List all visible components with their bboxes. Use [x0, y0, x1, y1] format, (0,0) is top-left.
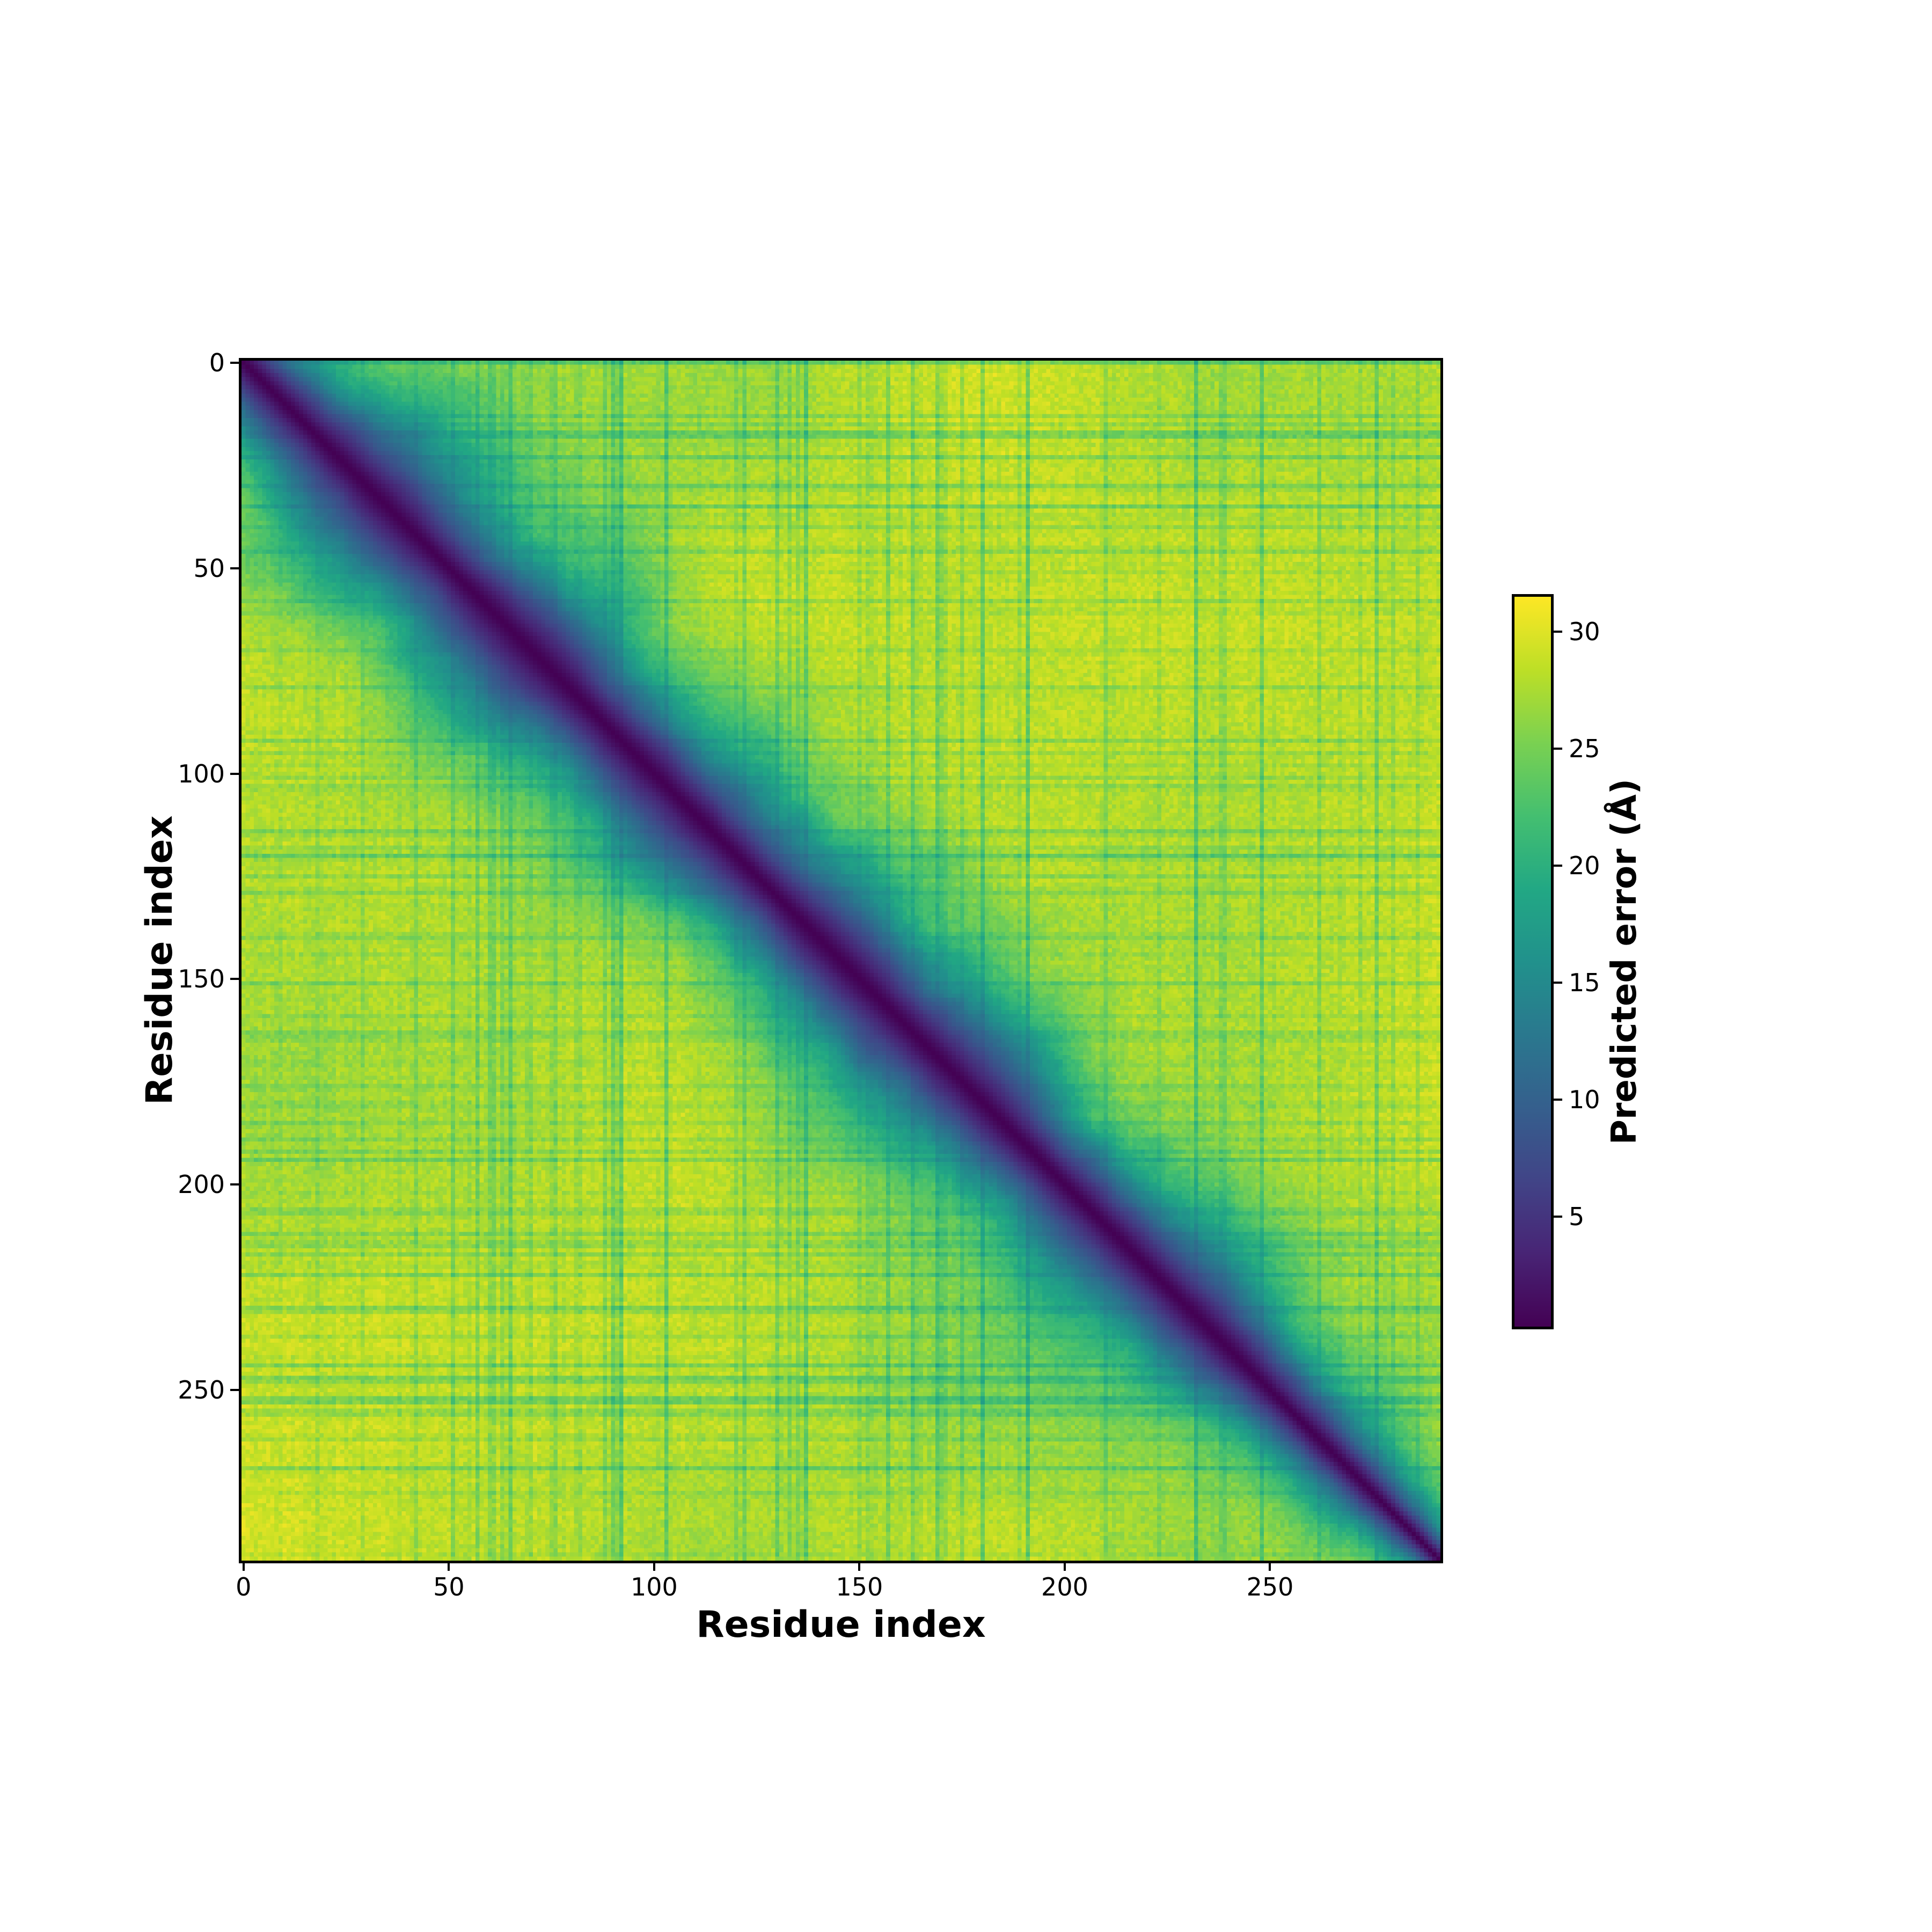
- colorbar-tick-label: 30: [1569, 617, 1600, 647]
- colorbar-tick-mark: [1554, 982, 1562, 984]
- y-tick-label: 150: [178, 964, 225, 994]
- y-tick-label: 100: [178, 759, 225, 788]
- y-tick-label: 250: [178, 1375, 225, 1405]
- x-tick-mark: [1269, 1562, 1271, 1571]
- y-tick-mark: [230, 361, 239, 364]
- y-tick-mark: [230, 1389, 239, 1392]
- colorbar-tick-label: 15: [1569, 968, 1600, 998]
- x-tick-label: 50: [433, 1572, 465, 1601]
- x-axis-label: Residue index: [696, 1604, 986, 1646]
- y-tick-label: 0: [209, 348, 225, 377]
- x-tick-mark: [448, 1562, 450, 1571]
- y-tick-mark: [230, 978, 239, 980]
- pae-heatmap-canvas: [241, 361, 1440, 1561]
- y-tick-mark: [230, 1183, 239, 1186]
- y-tick-label: 50: [193, 553, 225, 583]
- colorbar-tick-mark: [1554, 748, 1562, 750]
- x-tick-label: 100: [630, 1572, 678, 1601]
- y-tick-mark: [230, 567, 239, 569]
- colorbar-tick-label: 20: [1569, 851, 1600, 881]
- y-tick-mark: [230, 772, 239, 775]
- x-tick-label: 250: [1246, 1572, 1294, 1601]
- x-tick-label: 150: [836, 1572, 883, 1601]
- x-tick-mark: [858, 1562, 861, 1571]
- colorbar-tick-label: 5: [1569, 1202, 1585, 1232]
- x-tick-mark: [1063, 1562, 1066, 1571]
- colorbar-tick-mark: [1554, 631, 1562, 633]
- x-tick-label: 200: [1041, 1572, 1088, 1601]
- x-tick-mark: [653, 1562, 655, 1571]
- x-tick-label: 0: [236, 1572, 252, 1601]
- colorbar-gradient: [1514, 597, 1551, 1327]
- x-tick-mark: [242, 1562, 245, 1571]
- colorbar: [1512, 594, 1554, 1329]
- colorbar-tick-label: 25: [1569, 734, 1600, 764]
- colorbar-label: Predicted error (Å): [1605, 778, 1644, 1145]
- plot-frame: [239, 358, 1443, 1563]
- colorbar-tick-label: 10: [1569, 1085, 1600, 1115]
- y-tick-label: 200: [178, 1170, 225, 1199]
- colorbar-tick-mark: [1554, 1216, 1562, 1218]
- colorbar-tick-mark: [1554, 865, 1562, 867]
- colorbar-tick-mark: [1554, 1099, 1562, 1101]
